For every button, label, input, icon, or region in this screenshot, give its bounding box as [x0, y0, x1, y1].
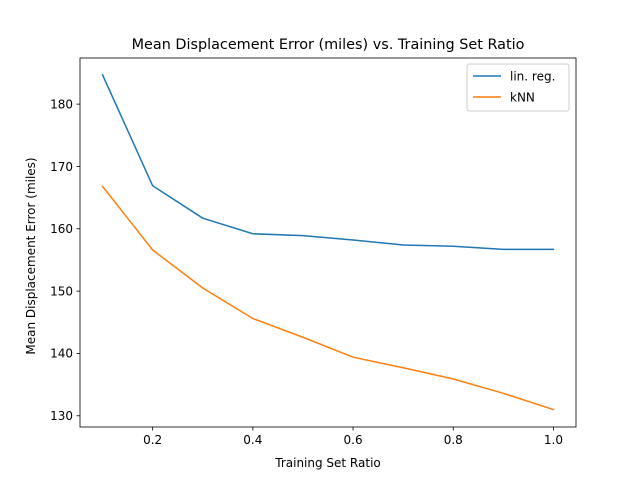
- y-axis-label: Mean Displacement Error (miles): [24, 157, 38, 354]
- plot-area: 0.2 0.4 0.6 0.8 1.0 130 140 150 160 170 180: [50, 57, 577, 447]
- series-line-1: [101, 73, 555, 251]
- x-tick-label: 1.0: [544, 433, 563, 447]
- y-tick-label: 140: [50, 347, 73, 361]
- x-tick-label: 0.6: [344, 433, 363, 447]
- y-tick-label: 130: [50, 409, 73, 423]
- x-tick-label: 0.2: [143, 433, 162, 447]
- x-tick-label: 0.8: [444, 433, 463, 447]
- x-tick-label: 0.4: [243, 433, 262, 447]
- y-tick-label: 170: [50, 160, 73, 174]
- axes-frame: [79, 57, 577, 428]
- legend-label-1: lin. reg.: [510, 69, 555, 83]
- y-tick-label: 180: [50, 97, 73, 111]
- legend: lin. reg. kNN: [466, 63, 570, 112]
- x-axis-label: Training Set Ratio: [274, 456, 381, 470]
- series-line-2: [101, 185, 555, 411]
- y-tick-label: 160: [50, 222, 73, 236]
- chart-title: Mean Displacement Error (miles) vs. Trai…: [132, 37, 525, 53]
- legend-label-2: kNN: [510, 90, 535, 104]
- y-tick-label: 150: [50, 284, 73, 298]
